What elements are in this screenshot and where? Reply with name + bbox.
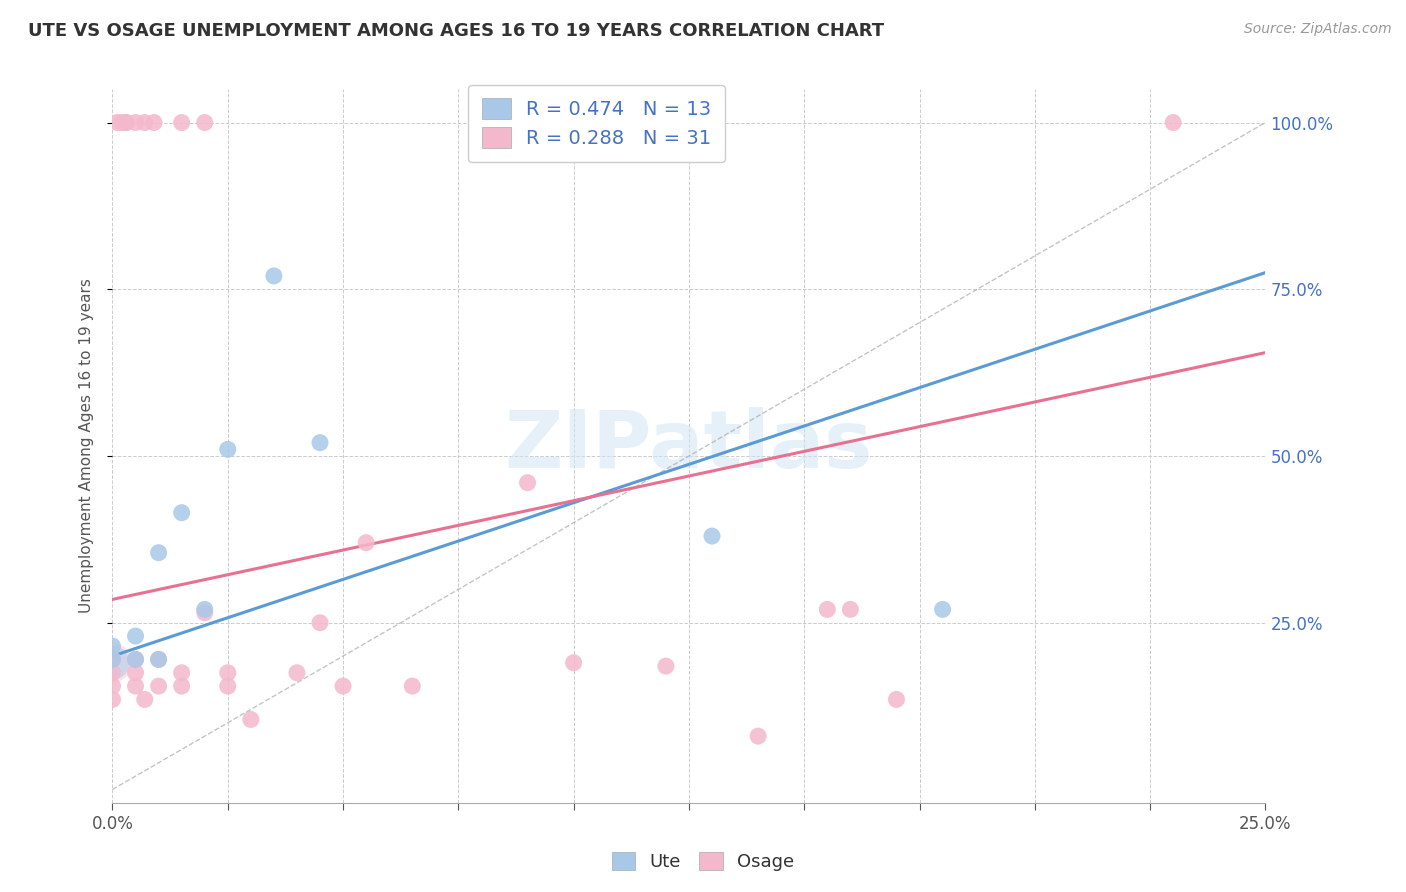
- Point: [115, 115, 138, 129]
- Point: [124, 629, 146, 643]
- Point: [105, 115, 128, 129]
- Legend: R = 0.474   N = 13, R = 0.288   N = 31: R = 0.474 N = 13, R = 0.288 N = 31: [468, 85, 725, 162]
- Point: [101, 652, 124, 666]
- Point: [562, 656, 585, 670]
- Point: [194, 602, 217, 616]
- Point: [134, 692, 156, 706]
- Point: [700, 529, 723, 543]
- Text: Source: ZipAtlas.com: Source: ZipAtlas.com: [1244, 22, 1392, 37]
- Point: [115, 115, 138, 129]
- Point: [101, 656, 124, 670]
- Point: [655, 659, 678, 673]
- Point: [332, 679, 354, 693]
- Point: [148, 652, 170, 666]
- Legend: Ute, Osage: Ute, Osage: [605, 846, 801, 879]
- Point: [194, 606, 217, 620]
- Point: [170, 665, 193, 680]
- Point: [124, 679, 146, 693]
- Y-axis label: Unemployment Among Ages 16 to 19 years: Unemployment Among Ages 16 to 19 years: [79, 278, 94, 614]
- Point: [239, 713, 262, 727]
- Point: [111, 115, 134, 129]
- Point: [134, 115, 156, 129]
- Point: [931, 602, 953, 616]
- Point: [839, 602, 862, 616]
- Point: [124, 115, 146, 129]
- Point: [148, 546, 170, 560]
- Point: [401, 679, 423, 693]
- Point: [124, 665, 146, 680]
- Point: [263, 268, 285, 283]
- Point: [747, 729, 769, 743]
- Point: [101, 665, 124, 680]
- Point: [886, 692, 908, 706]
- Point: [194, 115, 217, 129]
- Point: [516, 475, 538, 490]
- Point: [101, 639, 124, 653]
- Point: [143, 115, 166, 129]
- Point: [217, 679, 239, 693]
- Point: [815, 602, 838, 616]
- Point: [170, 506, 193, 520]
- Point: [309, 435, 332, 450]
- Point: [1161, 115, 1184, 129]
- Point: [354, 535, 377, 549]
- Point: [124, 652, 146, 666]
- Text: UTE VS OSAGE UNEMPLOYMENT AMONG AGES 16 TO 19 YEARS CORRELATION CHART: UTE VS OSAGE UNEMPLOYMENT AMONG AGES 16 …: [28, 22, 884, 40]
- Point: [309, 615, 332, 630]
- Point: [101, 656, 124, 670]
- Point: [217, 442, 239, 457]
- Point: [170, 115, 193, 129]
- Point: [101, 652, 124, 666]
- Text: ZIPatlas: ZIPatlas: [505, 407, 873, 485]
- Point: [285, 665, 308, 680]
- Point: [170, 679, 193, 693]
- Point: [124, 652, 146, 666]
- Point: [217, 665, 239, 680]
- Point: [148, 652, 170, 666]
- Point: [101, 679, 124, 693]
- Point: [148, 679, 170, 693]
- Point: [101, 692, 124, 706]
